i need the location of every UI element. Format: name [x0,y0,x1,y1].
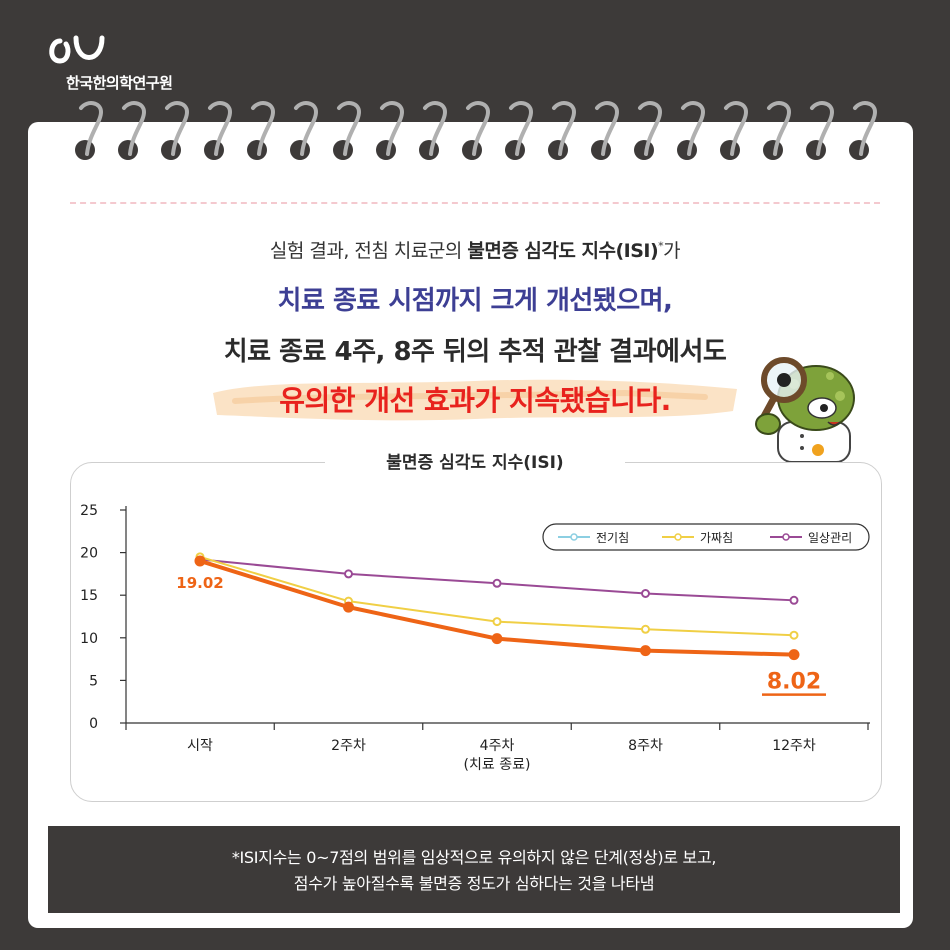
binding-ring [810,101,835,156]
data-point-1 [491,633,503,645]
y-tick-label: 10 [80,631,98,647]
isi-line-chart: 0 5 10 15 20 25 시작 2주차 4주차 (치료 종료) 8주차 12주차 19.02 8.0… [80,503,870,773]
binding-hole [720,140,740,160]
data-point-3 [492,578,502,588]
binding-ring [638,101,663,156]
headline-line-1-post: 가 [663,240,681,262]
binding-hole [677,140,697,160]
binding-ring [251,101,276,156]
chart-legend: 전기침 가짜침 일상관리 [542,523,870,551]
binding-ring [767,101,792,156]
data-point-1 [640,645,651,657]
binding-hole [247,140,267,160]
binding-hole [634,140,654,160]
y-tick-label: 25 [80,503,98,519]
headline-line-1: 실험 결과, 전침 치료군의 불면증 심각도 지수(ISI)*가 [0,236,950,263]
data-point-3 [789,595,799,605]
y-tick-label: 0 [89,716,98,732]
binding-hole [763,140,783,160]
data-point-2 [789,630,799,640]
binding-ring [380,101,405,156]
legend-swatch-marker [782,533,790,541]
data-point-1 [194,555,206,567]
binding-hole [75,140,95,160]
institute-name: 한국한의학연구원 [66,74,173,92]
binding-ring [509,101,534,156]
binding-hole [849,140,869,160]
headline-line-2: 치료 종료 시점까지 크게 개선됐으며, [277,286,673,316]
end-value-label: 8.02 [767,670,821,695]
headline-line-1-pre: 실험 결과, 전침 치료군의 [269,240,468,262]
binding-ring [724,101,749,156]
x-tick-label: 8주차 [628,738,663,754]
binding-ring [552,101,577,156]
legend-label: 전기침 [596,531,629,545]
headline-line-1-bold: 불면증 심각도 지수(ISI) [467,240,659,262]
asterisk-marker: * [658,239,664,253]
start-value-label: 19.02 [176,574,223,592]
legend-swatch-marker [674,533,682,541]
binding-ring [853,101,878,156]
data-point-1 [343,601,354,613]
binding-hole [290,140,310,160]
x-tick-sublabel: (치료 종료) [464,757,531,773]
x-tick-label: 시작 [187,738,213,754]
footnote-line-1: *ISI지수는 0~7점의 범위를 임상적으로 유의하지 않은 단계(정상)로 … [231,848,717,867]
data-point-1 [788,649,800,661]
binding-hole [161,140,181,160]
headline-line-3: 치료 종료 4주, 8주 뒤의 추적 관찰 결과에서도 [223,337,727,367]
legend-label: 일상관리 [808,531,852,545]
binding-hole [204,140,224,160]
headline-line-4: 유의한 개선 효과가 지속됐습니다. [279,384,671,417]
binding-hole [548,140,568,160]
x-tick-label: 4주차 [480,738,515,754]
chart-panel [70,462,882,802]
y-tick-label: 20 [80,546,98,562]
binding-hole [376,140,396,160]
binding-ring [122,101,147,156]
binding-ring [165,101,190,156]
binding-hole [505,140,525,160]
binding-ring [466,101,491,156]
y-tick-label: 5 [89,673,98,689]
x-tick-label: 12주차 [772,738,816,754]
y-tick-label: 15 [80,588,98,604]
legend-box [542,523,870,551]
binding-hole [591,140,611,160]
binding-hole [118,140,138,160]
chart-title: 불면증 심각도 지수(ISI) [325,448,625,473]
footnote-box: *ISI지수는 0~7점의 범위를 임상적으로 유의하지 않은 단계(정상)로 … [48,826,900,913]
brush-highlight [213,379,737,421]
spiral-binding [75,101,878,160]
legend-label: 가짜침 [700,531,733,545]
institute-logo: 한국한의학연구원 [46,32,216,94]
binding-ring [208,101,233,156]
binding-ring [595,101,620,156]
logo-mark-icon [49,35,105,64]
data-point-3 [344,569,353,579]
footnote-line-2: 점수가 높아질수록 불면증 정도가 심하다는 것을 나타냄 [293,874,655,893]
binding-hole [419,140,439,160]
binding-ring [294,101,319,156]
binding-hole [333,140,353,160]
binding-hole [806,140,826,160]
data-point-3 [641,588,650,598]
data-point-2 [492,617,502,627]
binding-ring [79,101,104,156]
binding-hole [462,140,482,160]
legend-swatch-marker [570,533,578,541]
data-point-2 [641,624,650,634]
binding-ring [337,101,362,156]
x-tick-label: 2주차 [331,738,366,754]
headline-line-4-wrap: 유의한 개선 효과가 지속됐습니다. [205,371,745,427]
dashed-divider [70,202,880,204]
mascot-illustration [755,357,855,462]
binding-ring [681,101,706,156]
binding-ring [423,101,448,156]
